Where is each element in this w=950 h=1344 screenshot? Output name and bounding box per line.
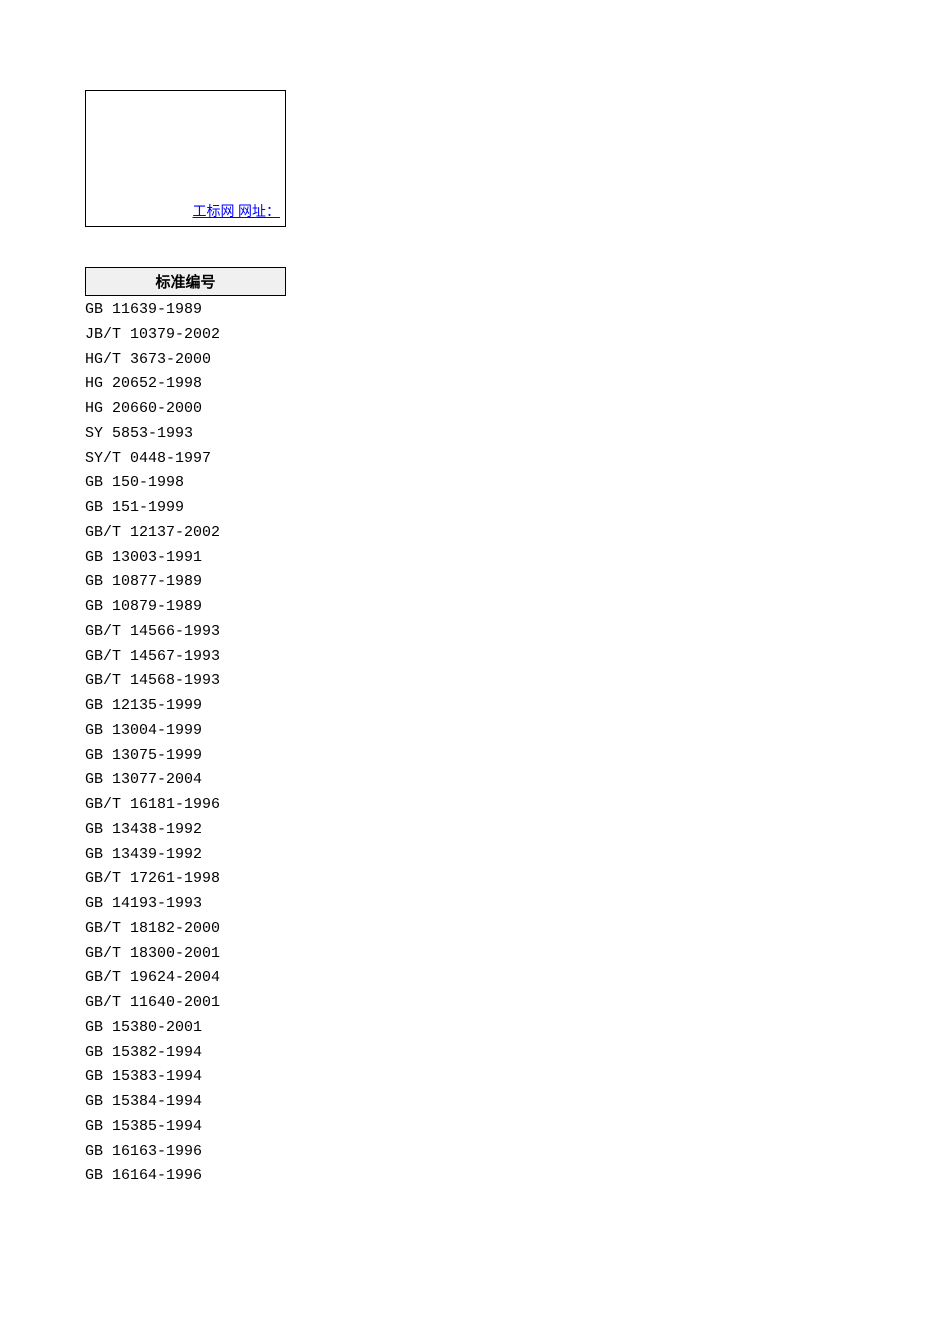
list-item: GB 12135-1999	[85, 694, 865, 719]
list-item: GB/T 17261-1998	[85, 867, 865, 892]
list-item: GB 15383-1994	[85, 1065, 865, 1090]
list-item: GB/T 19624-2004	[85, 966, 865, 991]
list-item: GB 10879-1989	[85, 595, 865, 620]
list-item: GB/T 11640-2001	[85, 991, 865, 1016]
list-item: GB 13075-1999	[85, 744, 865, 769]
list-item: HG 20660-2000	[85, 397, 865, 422]
table-header: 标准编号	[85, 267, 286, 296]
list-item: GB/T 14566-1993	[85, 620, 865, 645]
list-item: GB 151-1999	[85, 496, 865, 521]
list-item: GB 11639-1989	[85, 298, 865, 323]
list-item: SY/T 0448-1997	[85, 447, 865, 472]
list-item: GB/T 16181-1996	[85, 793, 865, 818]
top-box: 工标网 网址：	[85, 90, 286, 227]
list-item: GB 13438-1992	[85, 818, 865, 843]
list-item: HG 20652-1998	[85, 372, 865, 397]
list-item: SY 5853-1993	[85, 422, 865, 447]
list-item: GB 10877-1989	[85, 570, 865, 595]
list-item: GB 15385-1994	[85, 1115, 865, 1140]
list-item: GB 16163-1996	[85, 1140, 865, 1165]
list-item: GB 15380-2001	[85, 1016, 865, 1041]
list-item: GB 13077-2004	[85, 768, 865, 793]
list-item: GB/T 18182-2000	[85, 917, 865, 942]
list-item: JB/T 10379-2002	[85, 323, 865, 348]
standards-list: GB 11639-1989JB/T 10379-2002HG/T 3673-20…	[85, 298, 865, 1189]
list-item: HG/T 3673-2000	[85, 348, 865, 373]
list-item: GB/T 12137-2002	[85, 521, 865, 546]
list-item: GB/T 18300-2001	[85, 942, 865, 967]
list-item: GB 150-1998	[85, 471, 865, 496]
list-item: GB 13004-1999	[85, 719, 865, 744]
list-item: GB 14193-1993	[85, 892, 865, 917]
source-link[interactable]: 工标网 网址：	[193, 201, 281, 221]
list-item: GB 15384-1994	[85, 1090, 865, 1115]
list-item: GB 13439-1992	[85, 843, 865, 868]
list-item: GB 15382-1994	[85, 1041, 865, 1066]
list-item: GB 13003-1991	[85, 546, 865, 571]
list-item: GB/T 14568-1993	[85, 669, 865, 694]
list-item: GB 16164-1996	[85, 1164, 865, 1189]
list-item: GB/T 14567-1993	[85, 645, 865, 670]
